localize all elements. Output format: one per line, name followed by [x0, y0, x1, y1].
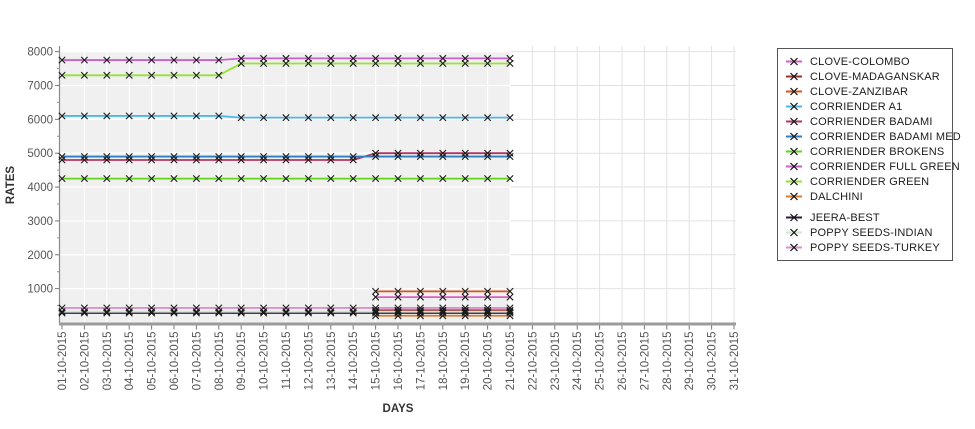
- x-tick-label: 08-10-2015: [214, 332, 226, 391]
- legend-item-poppy-seeds-turkey: POPPY SEEDS-TURKEY: [785, 240, 946, 255]
- legend-marker-icon: [786, 243, 802, 252]
- x-tick-label: 31-10-2015: [729, 332, 741, 391]
- legend-item-corriender-a1: CORRIENDER A1: [785, 99, 946, 114]
- x-tick-label: 19-10-2015: [460, 332, 472, 391]
- legend-item-dalchini: DALCHINI: [785, 189, 946, 204]
- x-tick-label: 11-10-2015: [281, 332, 293, 390]
- legend-marker-icon: [786, 102, 802, 111]
- legend-marker-icon: [786, 72, 802, 81]
- legend-item-corriender-brokens: CORRIENDER BROKENS: [785, 144, 946, 159]
- x-tick-label: 16-10-2015: [393, 332, 405, 391]
- legend-label: CORRIENDER BADAMI MED: [810, 130, 961, 143]
- x-tick-label: 27-10-2015: [639, 332, 651, 391]
- x-tick-label: 20-10-2015: [483, 332, 495, 391]
- legend-marker-icon: [786, 192, 802, 201]
- x-tick-label: 04-10-2015: [124, 332, 136, 391]
- x-tick-label: 13-10-2015: [326, 332, 338, 391]
- x-tick-label: 26-10-2015: [617, 332, 629, 391]
- legend-marker-icon: [786, 87, 802, 96]
- y-tick-label: 3000: [27, 216, 53, 228]
- legend-marker-icon: [786, 228, 802, 237]
- y-axis-title: RATES: [5, 166, 17, 204]
- legend: CLOVE-COLOMBO CLOVE-MADAGANSKAR CLOVE-ZANZ…: [777, 48, 961, 261]
- x-tick-label: 14-10-2015: [348, 332, 360, 391]
- x-tick-label: 10-10-2015: [259, 332, 271, 391]
- x-tick-label: 24-10-2015: [572, 332, 584, 391]
- legend-item-clove-colombo: CLOVE-COLOMBO: [785, 54, 946, 69]
- x-tick-label: 06-10-2015: [169, 332, 181, 391]
- x-tick-label: 28-10-2015: [662, 332, 674, 391]
- legend-label: CORRIENDER A1: [810, 100, 903, 113]
- x-tick-label: 30-10-2015: [707, 332, 719, 391]
- legend-label: CORRIENDER FULL GREEN: [810, 160, 960, 173]
- legend-item-jeera-best: JEERA-BEST: [785, 210, 946, 225]
- legend-label: DALCHINI: [810, 190, 863, 203]
- legend-item-corriender-green: CORRIENDER GREEN: [785, 174, 946, 189]
- legend-label: CLOVE-ZANZIBAR: [810, 85, 909, 98]
- y-tick-label: 5000: [27, 148, 53, 160]
- x-tick-label: 03-10-2015: [102, 332, 114, 391]
- x-tick-label: 15-10-2015: [371, 332, 383, 391]
- legend-item-corriender-badami: CORRIENDER BADAMI: [785, 114, 946, 129]
- x-tick-label: 17-10-2015: [415, 332, 427, 391]
- legend-item-corriender-full-green: CORRIENDER FULL GREEN: [785, 159, 960, 174]
- y-tick-label: 4000: [27, 182, 53, 194]
- legend-label: CLOVE-MADAGANSKAR: [810, 70, 940, 83]
- x-tick-label: 25-10-2015: [595, 332, 607, 391]
- legend-marker-icon: [786, 147, 802, 156]
- x-tick-label: 21-10-2015: [505, 332, 517, 391]
- x-axis-title: DAYS: [383, 403, 414, 415]
- x-tick-label: 01-10-2015: [57, 332, 69, 391]
- legend-label: POPPY SEEDS-TURKEY: [810, 241, 940, 254]
- y-tick-label: 8000: [27, 47, 53, 59]
- y-tick-label: 1000: [27, 284, 53, 296]
- x-tick-label: 02-10-2015: [79, 332, 91, 391]
- y-tick-label: 2000: [27, 250, 53, 262]
- legend-item-poppy-seeds-indian: POPPY SEEDS-INDIAN: [785, 225, 946, 240]
- x-tick-label: 07-10-2015: [191, 332, 203, 391]
- plot-area: 1000 2000 3000 4000 5000 6000 7000 8000 01-10-20…: [27, 46, 741, 390]
- legend-label: JEERA-BEST: [810, 211, 880, 224]
- legend-label: CLOVE-COLOMBO: [810, 55, 910, 68]
- legend-label: POPPY SEEDS-INDIAN: [810, 226, 933, 239]
- y-tick-label: 6000: [27, 114, 53, 126]
- x-tick-label: 05-10-2015: [147, 332, 159, 391]
- legend-item-corriender-badami-med: CORRIENDER BADAMI MED: [785, 129, 961, 144]
- y-tick-label: 7000: [27, 80, 53, 92]
- x-tick-label: 23-10-2015: [550, 332, 562, 391]
- legend-marker-icon: [786, 177, 802, 186]
- legend-label: CORRIENDER BADAMI: [810, 115, 933, 128]
- legend-marker-icon: [786, 162, 802, 171]
- legend-label: CORRIENDER BROKENS: [810, 145, 945, 158]
- x-tick-label: 29-10-2015: [684, 332, 696, 391]
- x-tick-label: 12-10-2015: [303, 332, 315, 391]
- legend-item-clove-zanzibar: CLOVE-ZANZIBAR: [785, 84, 946, 99]
- x-tick-label: 22-10-2015: [527, 332, 539, 391]
- legend-marker-icon: [786, 117, 802, 126]
- x-tick-label: 18-10-2015: [438, 332, 450, 391]
- legend-item-clove-madaganskar: CLOVE-MADAGANSKAR: [785, 69, 946, 84]
- x-tick-label: 09-10-2015: [236, 332, 248, 391]
- legend-marker-icon: [786, 132, 802, 141]
- legend-marker-icon: [786, 213, 802, 222]
- legend-marker-icon: [786, 57, 802, 66]
- legend-label: CORRIENDER GREEN: [810, 175, 930, 188]
